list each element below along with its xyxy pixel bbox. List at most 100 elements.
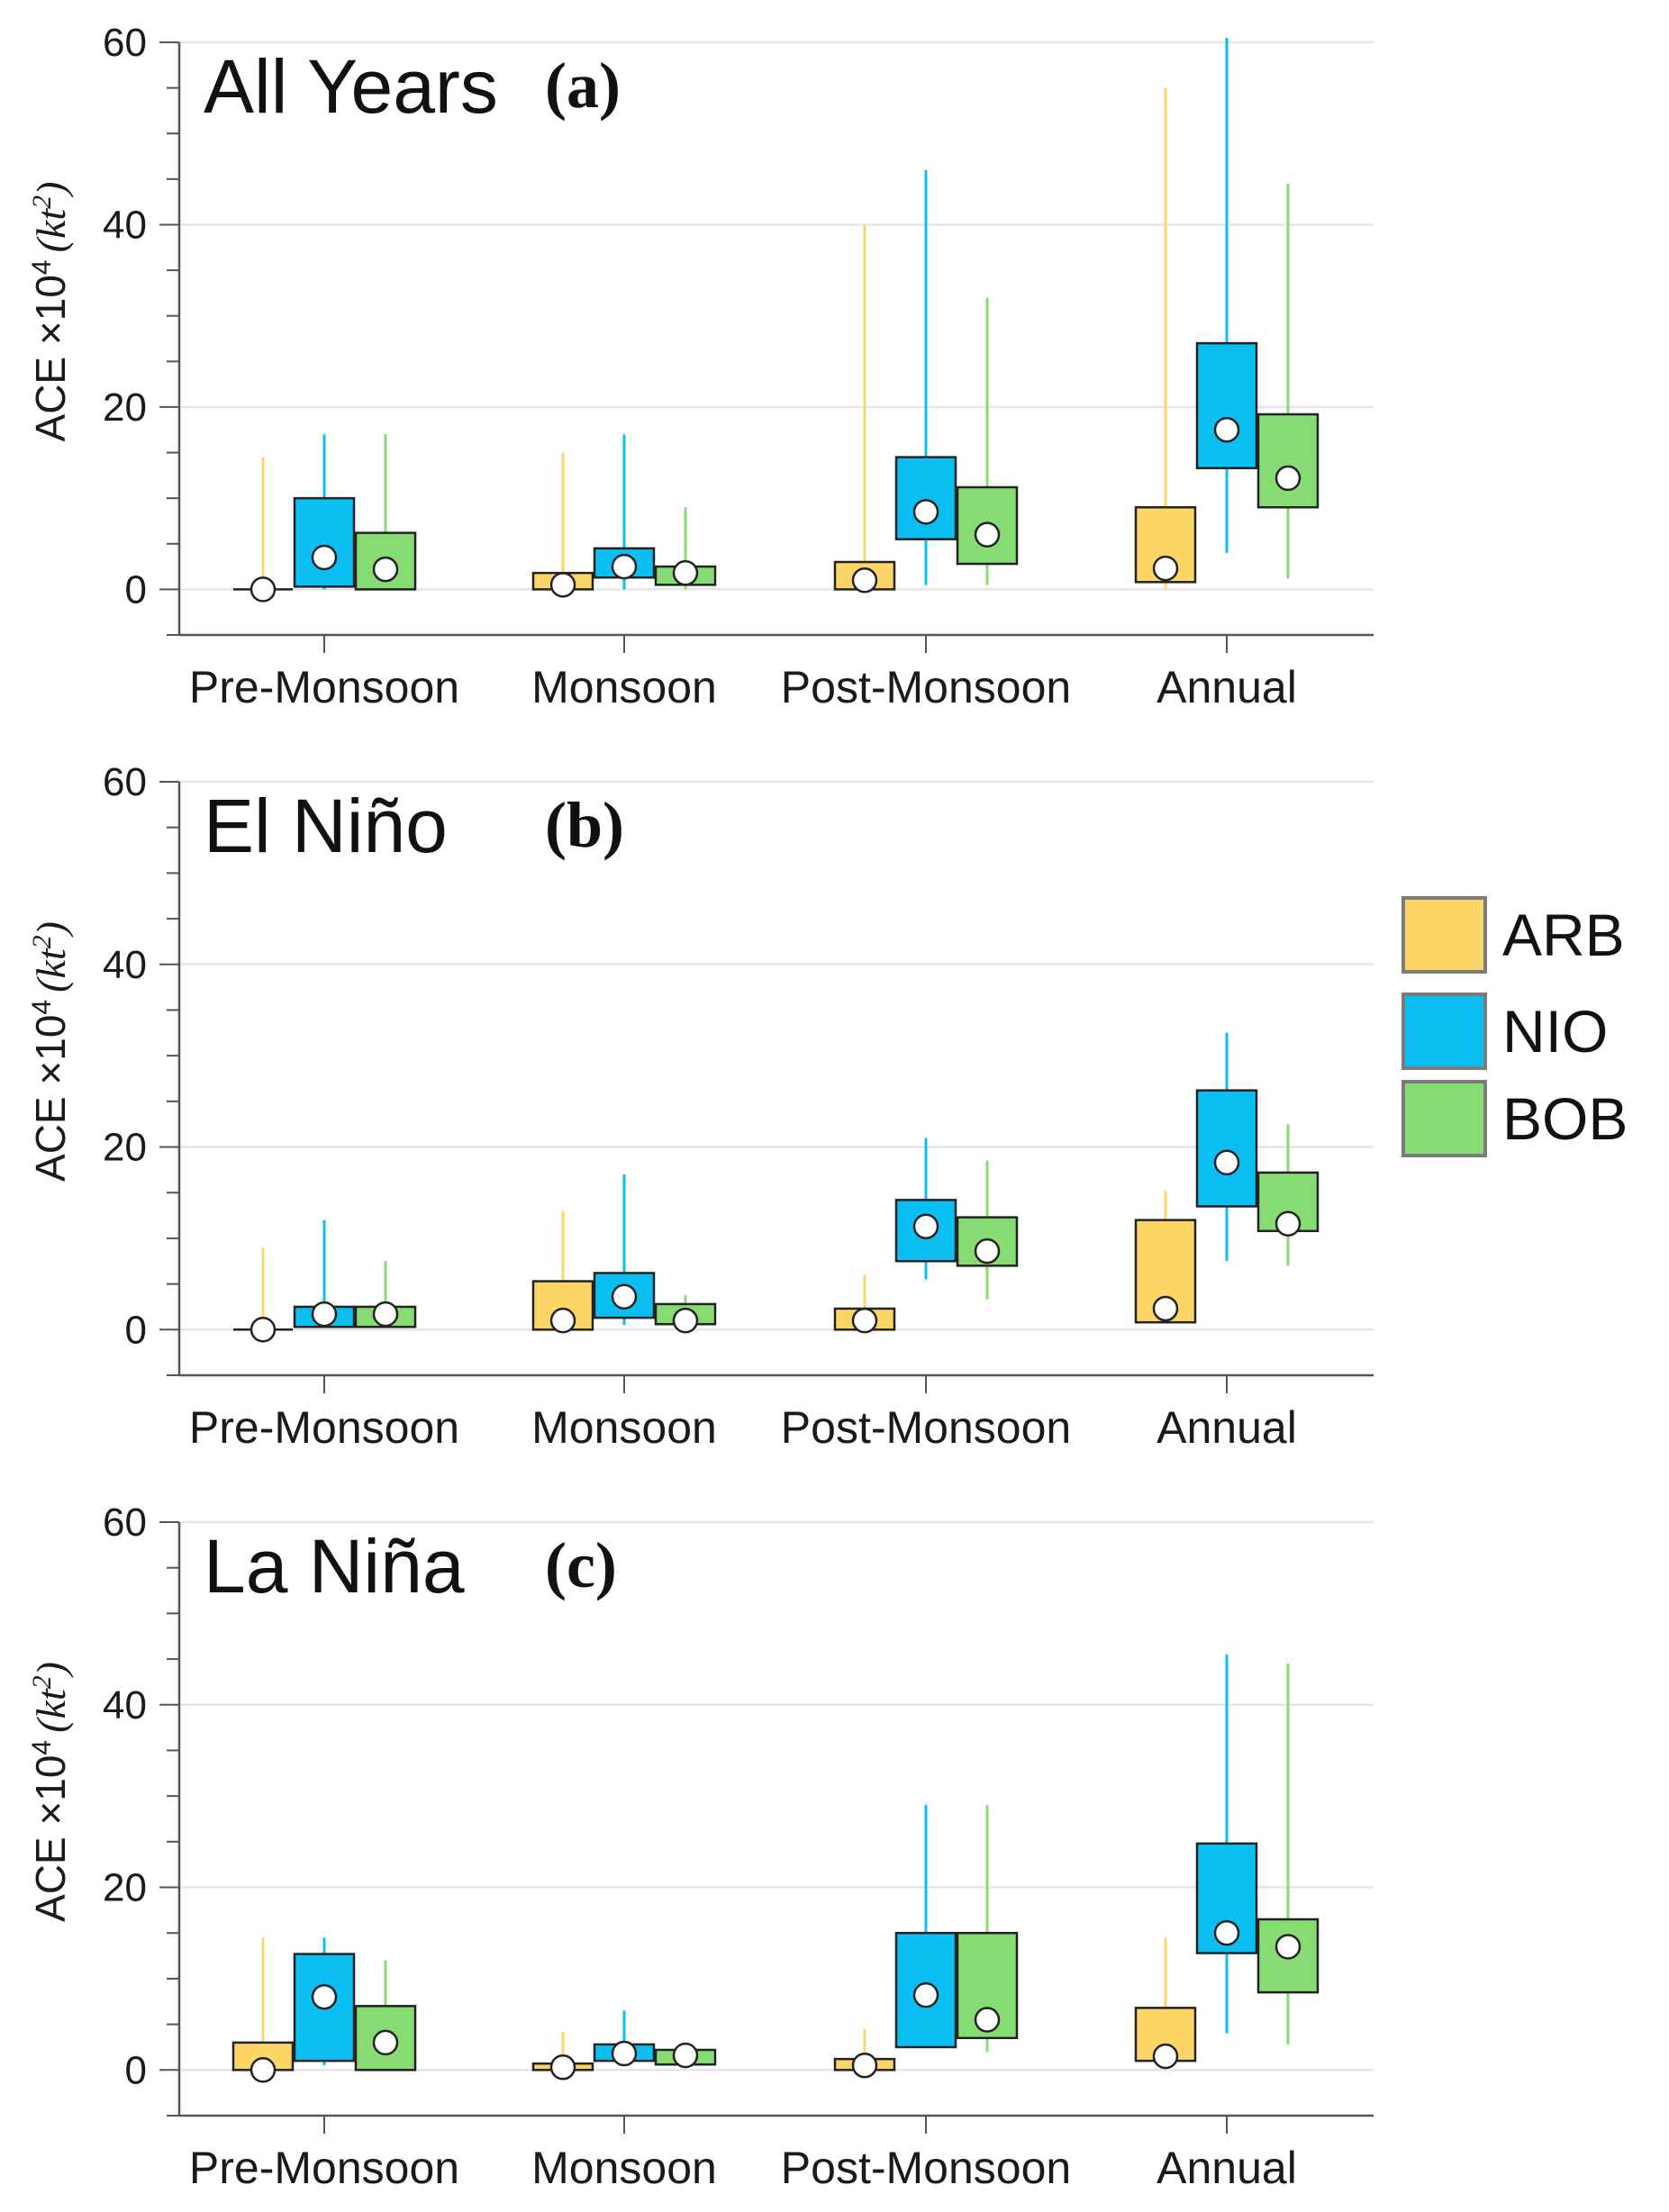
- y-axis-label-main: ACE ×10: [27, 1755, 74, 1922]
- legend-swatch-ARB: [1401, 896, 1487, 974]
- y-axis-label-sup: 4: [27, 259, 57, 275]
- x-category-label: Pre-Monsoon: [189, 662, 459, 712]
- x-category-label: Monsoon: [531, 662, 717, 712]
- y-tick-label: 60: [103, 21, 147, 65]
- mean-marker-ARB: [249, 2057, 277, 2083]
- y-axis-label-unit: (kt: [28, 1688, 74, 1733]
- y-axis-label-main: ACE ×10: [27, 1015, 74, 1182]
- mean-marker-NIO: [912, 1981, 939, 2008]
- x-category-label: Post-Monsoon: [781, 2143, 1071, 2193]
- y-axis-label-unit-sup: 2: [27, 195, 57, 209]
- mean-marker-BOB: [372, 2029, 399, 2056]
- panel-letter: (b): [545, 789, 624, 861]
- y-axis-label-main: ACE ×10: [27, 275, 74, 441]
- y-tick-label: 60: [103, 1500, 147, 1545]
- mean-marker-ARB: [1152, 555, 1179, 582]
- y-axis-label-unit: (kt: [28, 208, 74, 253]
- mean-marker-BOB: [672, 2042, 699, 2069]
- y-tick-label: 20: [103, 1126, 147, 1170]
- legend-label-BOB: BOB: [1502, 1085, 1628, 1152]
- mean-marker-BOB: [672, 1307, 699, 1334]
- mean-marker-NIO: [1213, 1919, 1240, 1946]
- mean-marker-ARB: [249, 1317, 277, 1343]
- mean-marker-NIO: [1213, 416, 1240, 443]
- y-axis-label-unit-close: ): [28, 1662, 74, 1678]
- panel-title: El Niño: [204, 784, 448, 868]
- mean-marker-NIO: [611, 1283, 638, 1310]
- mean-marker-NIO: [912, 499, 939, 525]
- panel-c: 0 20 40 60 Pre-Monsoon Monsoon Post-Monsoon Ann…: [27, 1500, 1374, 2193]
- mean-marker-NIO: [311, 1983, 338, 2010]
- y-tick-label: 40: [103, 1683, 147, 1727]
- legend: ARB NIO BOB: [1401, 896, 1628, 1157]
- mean-marker-NIO: [311, 1301, 338, 1328]
- box-NIO: [293, 496, 356, 588]
- legend-swatch-BOB: [1401, 1080, 1487, 1157]
- x-category-label: Post-Monsoon: [781, 1402, 1071, 1453]
- x-category-label: Annual: [1157, 2143, 1297, 2193]
- mean-marker-ARB: [549, 1307, 576, 1334]
- y-tick-label: 60: [103, 760, 147, 804]
- x-category-label: Monsoon: [531, 2143, 717, 2193]
- y-axis-label-unit-sup: 2: [27, 935, 57, 948]
- y-tick-label: 20: [103, 1866, 147, 1910]
- x-category-label: Post-Monsoon: [781, 662, 1071, 712]
- panel-a: 0 20 40 60 Pre-Monsoon Monsoon Post-Monsoon Ann…: [27, 21, 1374, 712]
- mean-marker-BOB: [372, 1301, 399, 1328]
- box-NIO: [1195, 1089, 1258, 1208]
- mean-marker-NIO: [611, 553, 638, 580]
- y-axis-label: ACE ×104 (kt2): [27, 182, 74, 442]
- mean-marker-BOB: [1274, 1210, 1302, 1237]
- box-NIO: [894, 1931, 957, 2049]
- y-tick-label: 0: [125, 2048, 147, 2092]
- panel-title: La Niña: [204, 1524, 465, 1609]
- y-tick-label: 0: [125, 567, 147, 612]
- mean-marker-ARB: [549, 2054, 576, 2081]
- mean-marker-NIO: [611, 2040, 638, 2067]
- x-category-label: Annual: [1157, 662, 1297, 712]
- mean-marker-ARB: [1152, 2043, 1179, 2070]
- box-NIO: [1195, 341, 1258, 469]
- box-BOB: [1256, 412, 1320, 509]
- mean-marker-BOB: [974, 521, 1001, 548]
- y-axis-label-unit-sup: 2: [27, 1675, 57, 1689]
- x-category-label: Monsoon: [531, 1402, 717, 1453]
- mean-marker-BOB: [1274, 1934, 1302, 1960]
- mean-marker-NIO: [1213, 1149, 1240, 1176]
- y-tick-label: 0: [125, 1308, 147, 1352]
- y-axis-label-sup: 4: [27, 1000, 57, 1015]
- mean-marker-NIO: [311, 544, 338, 571]
- y-axis-label: ACE ×104 (kt2): [27, 1662, 74, 1922]
- legend-label-NIO: NIO: [1502, 998, 1608, 1065]
- box-NIO: [894, 456, 957, 540]
- y-tick-label: 40: [103, 203, 147, 247]
- x-category-label: Annual: [1157, 1402, 1297, 1453]
- mean-marker-ARB: [1152, 1295, 1179, 1322]
- mean-marker-BOB: [1274, 465, 1302, 492]
- y-axis-label-unit-close: ): [28, 921, 74, 938]
- legend-swatch-NIO: [1401, 993, 1487, 1070]
- y-tick-label: 20: [103, 385, 147, 430]
- panel-letter: (c): [545, 1529, 617, 1601]
- panel-b: 0 20 40 60 Pre-Monsoon Monsoon Post-Monsoon Ann…: [27, 760, 1374, 1453]
- mean-marker-BOB: [672, 559, 699, 586]
- mean-marker-ARB: [851, 1307, 878, 1334]
- panel-title: All Years: [204, 44, 498, 129]
- mean-marker-BOB: [372, 556, 399, 583]
- x-category-label: Pre-Monsoon: [189, 1402, 459, 1453]
- mean-marker-BOB: [974, 1237, 1001, 1265]
- mean-marker-ARB: [549, 572, 576, 598]
- mean-marker-NIO: [912, 1213, 939, 1239]
- y-tick-label: 40: [103, 943, 147, 987]
- mean-marker-ARB: [851, 2052, 878, 2079]
- legend-label-ARB: ARB: [1502, 902, 1625, 968]
- mean-marker-BOB: [974, 2007, 1001, 2033]
- x-category-label: Pre-Monsoon: [189, 2143, 459, 2193]
- y-axis-label-unit-close: ): [28, 182, 74, 198]
- mean-marker-ARB: [249, 576, 277, 603]
- y-axis-label: ACE ×104 (kt2): [27, 921, 74, 1182]
- mean-marker-ARB: [851, 567, 878, 594]
- panel-letter: (a): [545, 50, 621, 122]
- y-axis-label-unit: (kt: [28, 947, 74, 993]
